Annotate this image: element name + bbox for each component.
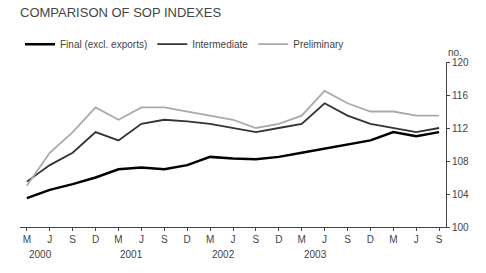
svg-text:108: 108 <box>452 156 469 167</box>
svg-text:S: S <box>253 234 260 245</box>
svg-text:M: M <box>389 234 397 245</box>
svg-text:M: M <box>23 234 31 245</box>
svg-text:COMPARISON OF SOP INDEXES: COMPARISON OF SOP INDEXES <box>20 5 221 20</box>
svg-text:Preliminary: Preliminary <box>293 39 343 50</box>
svg-text:Intermediate: Intermediate <box>192 39 248 50</box>
svg-text:2001: 2001 <box>120 249 143 260</box>
svg-text:S: S <box>161 234 168 245</box>
svg-text:D: D <box>92 234 99 245</box>
svg-text:J: J <box>322 234 327 245</box>
svg-text:Final (excl. exports): Final (excl. exports) <box>60 39 147 50</box>
svg-text:120: 120 <box>452 57 469 68</box>
svg-text:104: 104 <box>452 189 469 200</box>
svg-text:S: S <box>69 234 76 245</box>
svg-text:112: 112 <box>452 123 468 134</box>
svg-text:J: J <box>231 234 236 245</box>
svg-text:S: S <box>436 234 443 245</box>
svg-text:S: S <box>344 234 351 245</box>
svg-text:D: D <box>367 234 374 245</box>
svg-text:100: 100 <box>452 222 469 233</box>
svg-text:no.: no. <box>448 47 462 58</box>
svg-text:2000: 2000 <box>29 249 52 260</box>
svg-text:J: J <box>47 234 52 245</box>
svg-text:M: M <box>206 234 214 245</box>
svg-text:2003: 2003 <box>304 249 327 260</box>
svg-text:2002: 2002 <box>212 249 235 260</box>
svg-text:J: J <box>139 234 144 245</box>
svg-text:D: D <box>184 234 191 245</box>
svg-text:M: M <box>298 234 306 245</box>
svg-text:J: J <box>414 234 419 245</box>
svg-text:M: M <box>114 234 122 245</box>
svg-text:116: 116 <box>452 90 468 101</box>
svg-text:D: D <box>275 234 282 245</box>
